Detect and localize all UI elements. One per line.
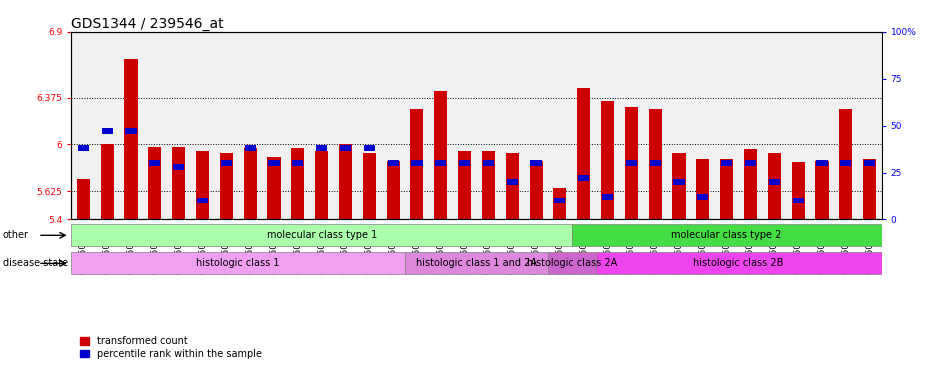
Bar — [149, 160, 160, 166]
Bar — [648, 110, 661, 219]
Bar — [791, 162, 803, 219]
Bar — [697, 194, 707, 200]
Bar — [696, 159, 708, 219]
Bar — [506, 153, 518, 219]
Bar — [339, 144, 351, 219]
Bar — [482, 151, 494, 219]
Bar — [863, 160, 874, 166]
Text: histologic class 2B: histologic class 2B — [693, 258, 783, 268]
Bar — [387, 160, 398, 166]
Bar — [577, 88, 589, 219]
Text: histologic class 1: histologic class 1 — [196, 258, 280, 268]
Bar — [71, 252, 405, 274]
Bar — [673, 179, 684, 185]
Bar — [245, 145, 255, 151]
Bar — [435, 160, 446, 166]
Bar — [268, 157, 280, 219]
Bar — [547, 252, 595, 274]
Bar — [792, 198, 803, 203]
Text: GDS1344 / 239546_at: GDS1344 / 239546_at — [71, 17, 224, 31]
Text: histologic class 1 and 2A: histologic class 1 and 2A — [416, 258, 536, 268]
Bar — [405, 252, 547, 274]
Bar — [601, 100, 613, 219]
Bar — [291, 148, 304, 219]
Bar — [767, 153, 780, 219]
Text: molecular class type 2: molecular class type 2 — [671, 230, 781, 240]
Bar — [744, 160, 755, 166]
Bar — [126, 128, 136, 134]
Bar — [530, 160, 541, 166]
Bar — [387, 160, 399, 219]
Bar — [554, 198, 565, 203]
Text: disease state: disease state — [3, 258, 68, 268]
Bar — [720, 159, 732, 219]
Bar — [244, 148, 256, 219]
Text: molecular class type 1: molecular class type 1 — [267, 230, 376, 240]
Bar — [459, 160, 469, 166]
Bar — [816, 160, 826, 166]
Bar — [78, 145, 89, 151]
Bar — [483, 160, 493, 166]
Bar — [458, 151, 470, 219]
Bar — [625, 107, 637, 219]
Bar — [268, 160, 279, 166]
Bar — [625, 160, 636, 166]
Bar — [221, 160, 231, 166]
Bar — [553, 188, 565, 219]
Bar — [220, 153, 232, 219]
Legend: transformed count, percentile rank within the sample: transformed count, percentile rank withi… — [76, 332, 266, 363]
Bar — [839, 110, 851, 219]
Bar — [571, 224, 881, 246]
Bar — [595, 252, 881, 274]
Bar — [149, 147, 161, 219]
Bar — [364, 145, 374, 151]
Bar — [292, 160, 303, 166]
Bar — [77, 179, 89, 219]
Bar — [506, 179, 517, 185]
Text: other: other — [3, 230, 29, 240]
Bar — [363, 153, 375, 219]
Text: histologic class 2A: histologic class 2A — [526, 258, 616, 268]
Bar — [196, 151, 208, 219]
Bar — [197, 198, 208, 203]
Bar — [410, 110, 423, 219]
Bar — [578, 175, 588, 181]
Bar — [602, 194, 612, 200]
Bar — [529, 160, 542, 219]
Bar — [672, 153, 684, 219]
Bar — [815, 160, 827, 219]
Bar — [102, 128, 112, 134]
Bar — [863, 159, 875, 219]
Bar — [411, 160, 422, 166]
Bar — [172, 147, 185, 219]
Bar — [125, 59, 137, 219]
Bar — [316, 145, 327, 151]
Bar — [649, 160, 660, 166]
Bar — [173, 164, 184, 170]
Bar — [340, 145, 350, 151]
Bar — [71, 224, 571, 246]
Bar — [744, 149, 756, 219]
Bar — [434, 91, 446, 219]
Bar — [768, 179, 779, 185]
Bar — [315, 151, 327, 219]
Bar — [101, 144, 113, 219]
Bar — [721, 160, 731, 166]
Bar — [840, 160, 850, 166]
